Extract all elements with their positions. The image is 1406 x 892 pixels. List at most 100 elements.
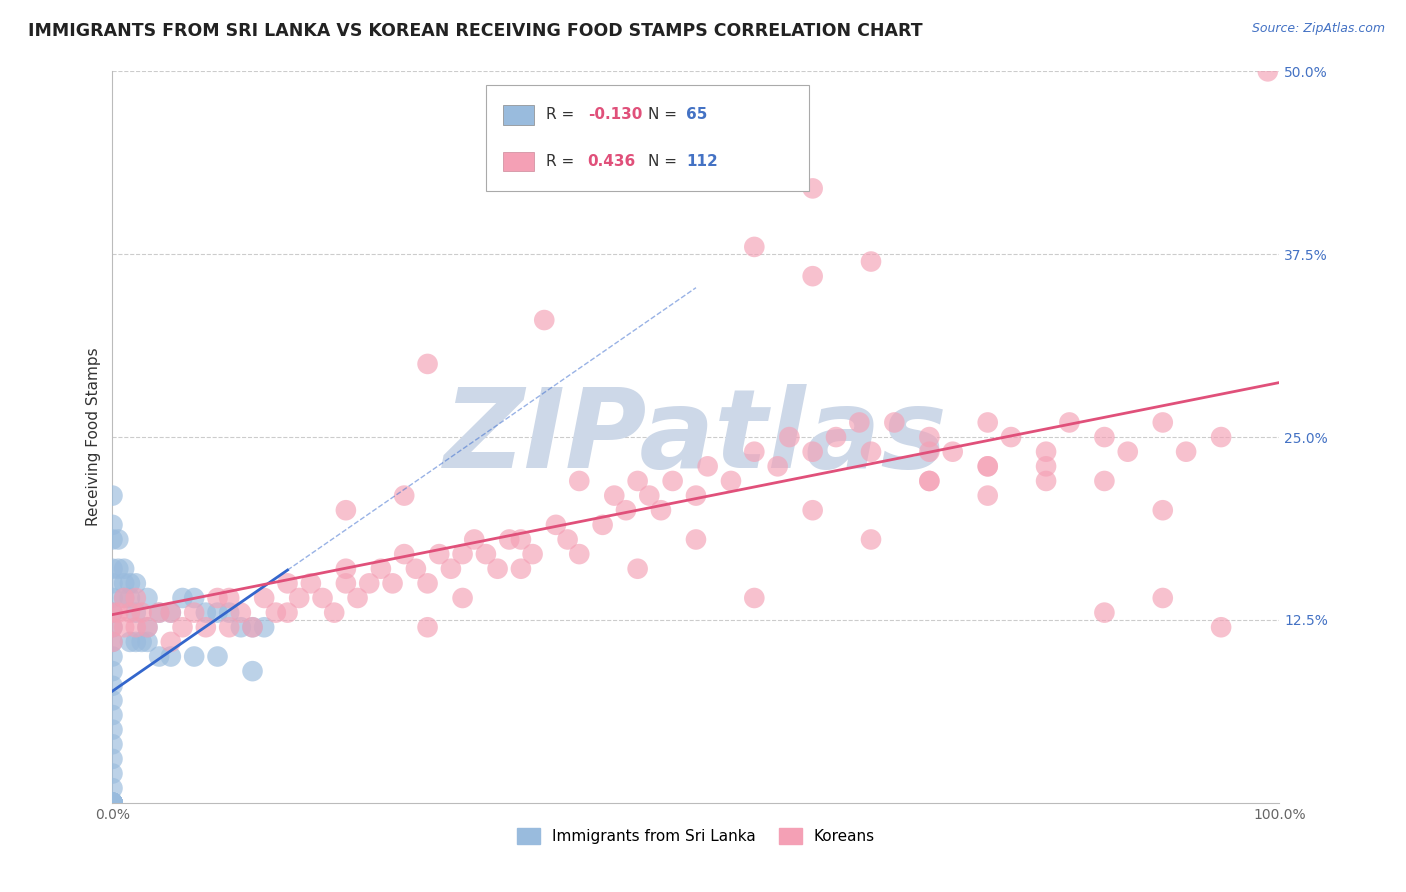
Point [107, 562, 129, 576]
Point [183, 591, 205, 605]
Point [101, 796, 124, 810]
Point [101, 796, 124, 810]
Point [1116, 444, 1139, 458]
Point [136, 620, 159, 634]
Point [359, 576, 381, 591]
Point [136, 635, 159, 649]
Point [101, 664, 124, 678]
Point [801, 181, 824, 195]
Point [136, 620, 159, 634]
Point [118, 576, 141, 591]
Point [183, 606, 205, 620]
Point [101, 796, 124, 810]
Point [101, 679, 124, 693]
Point [172, 591, 194, 605]
Point [276, 606, 298, 620]
Point [405, 562, 427, 576]
Point [370, 562, 392, 576]
Point [918, 430, 941, 444]
Point [112, 591, 135, 605]
Point [118, 606, 141, 620]
Point [744, 240, 766, 254]
Point [848, 416, 870, 430]
Point [112, 620, 135, 634]
Text: 112: 112 [686, 154, 718, 169]
Point [1175, 444, 1198, 458]
Point [101, 766, 124, 780]
Point [101, 796, 124, 810]
Point [335, 562, 357, 576]
Point [112, 576, 135, 591]
Point [486, 562, 509, 576]
Point [107, 606, 129, 620]
Point [614, 503, 637, 517]
Text: -0.130: -0.130 [588, 107, 643, 122]
Point [451, 591, 474, 605]
Point [101, 635, 124, 649]
Point [1094, 430, 1116, 444]
Point [533, 313, 555, 327]
Point [118, 591, 141, 605]
Point [323, 606, 346, 620]
Point [160, 635, 183, 649]
Point [346, 591, 368, 605]
Point [544, 517, 567, 532]
Point [101, 796, 124, 810]
Point [744, 167, 766, 181]
Point [148, 606, 170, 620]
Point [101, 620, 124, 634]
Point [299, 576, 322, 591]
Point [264, 606, 287, 620]
Point [475, 547, 498, 561]
Point [1035, 444, 1057, 458]
Point [101, 723, 124, 737]
Point [207, 606, 229, 620]
Text: N =: N = [648, 107, 682, 122]
Point [101, 606, 124, 620]
Point [557, 533, 579, 547]
Point [101, 796, 124, 810]
Point [638, 489, 661, 503]
Point [112, 562, 135, 576]
Point [107, 533, 129, 547]
Point [101, 591, 124, 605]
Point [207, 591, 229, 605]
Text: R =: R = [546, 107, 579, 122]
Point [744, 591, 766, 605]
Point [125, 606, 148, 620]
Text: R =: R = [546, 154, 579, 169]
Point [394, 489, 416, 503]
Point [778, 430, 800, 444]
Point [101, 796, 124, 810]
Point [101, 489, 124, 503]
Point [183, 649, 205, 664]
Point [118, 635, 141, 649]
Point [101, 562, 124, 576]
Point [311, 591, 333, 605]
Point [860, 533, 883, 547]
Point [720, 474, 742, 488]
Point [101, 635, 124, 649]
Point [160, 606, 183, 620]
Text: IMMIGRANTS FROM SRI LANKA VS KOREAN RECEIVING FOOD STAMPS CORRELATION CHART: IMMIGRANTS FROM SRI LANKA VS KOREAN RECE… [28, 22, 922, 40]
Point [1035, 459, 1057, 474]
Point [696, 459, 718, 474]
Point [101, 796, 124, 810]
Point [148, 649, 170, 664]
Point [125, 591, 148, 605]
Point [942, 444, 965, 458]
Point [744, 444, 766, 458]
Point [101, 796, 124, 810]
Point [101, 796, 124, 810]
Point [194, 620, 217, 634]
Point [101, 796, 124, 810]
Point [976, 459, 998, 474]
Point [1152, 416, 1174, 430]
Point [136, 591, 159, 605]
Point [592, 517, 614, 532]
Point [1257, 64, 1279, 78]
Point [101, 708, 124, 723]
Point [568, 474, 591, 488]
Text: 0.436: 0.436 [588, 154, 636, 169]
Point [125, 620, 148, 634]
